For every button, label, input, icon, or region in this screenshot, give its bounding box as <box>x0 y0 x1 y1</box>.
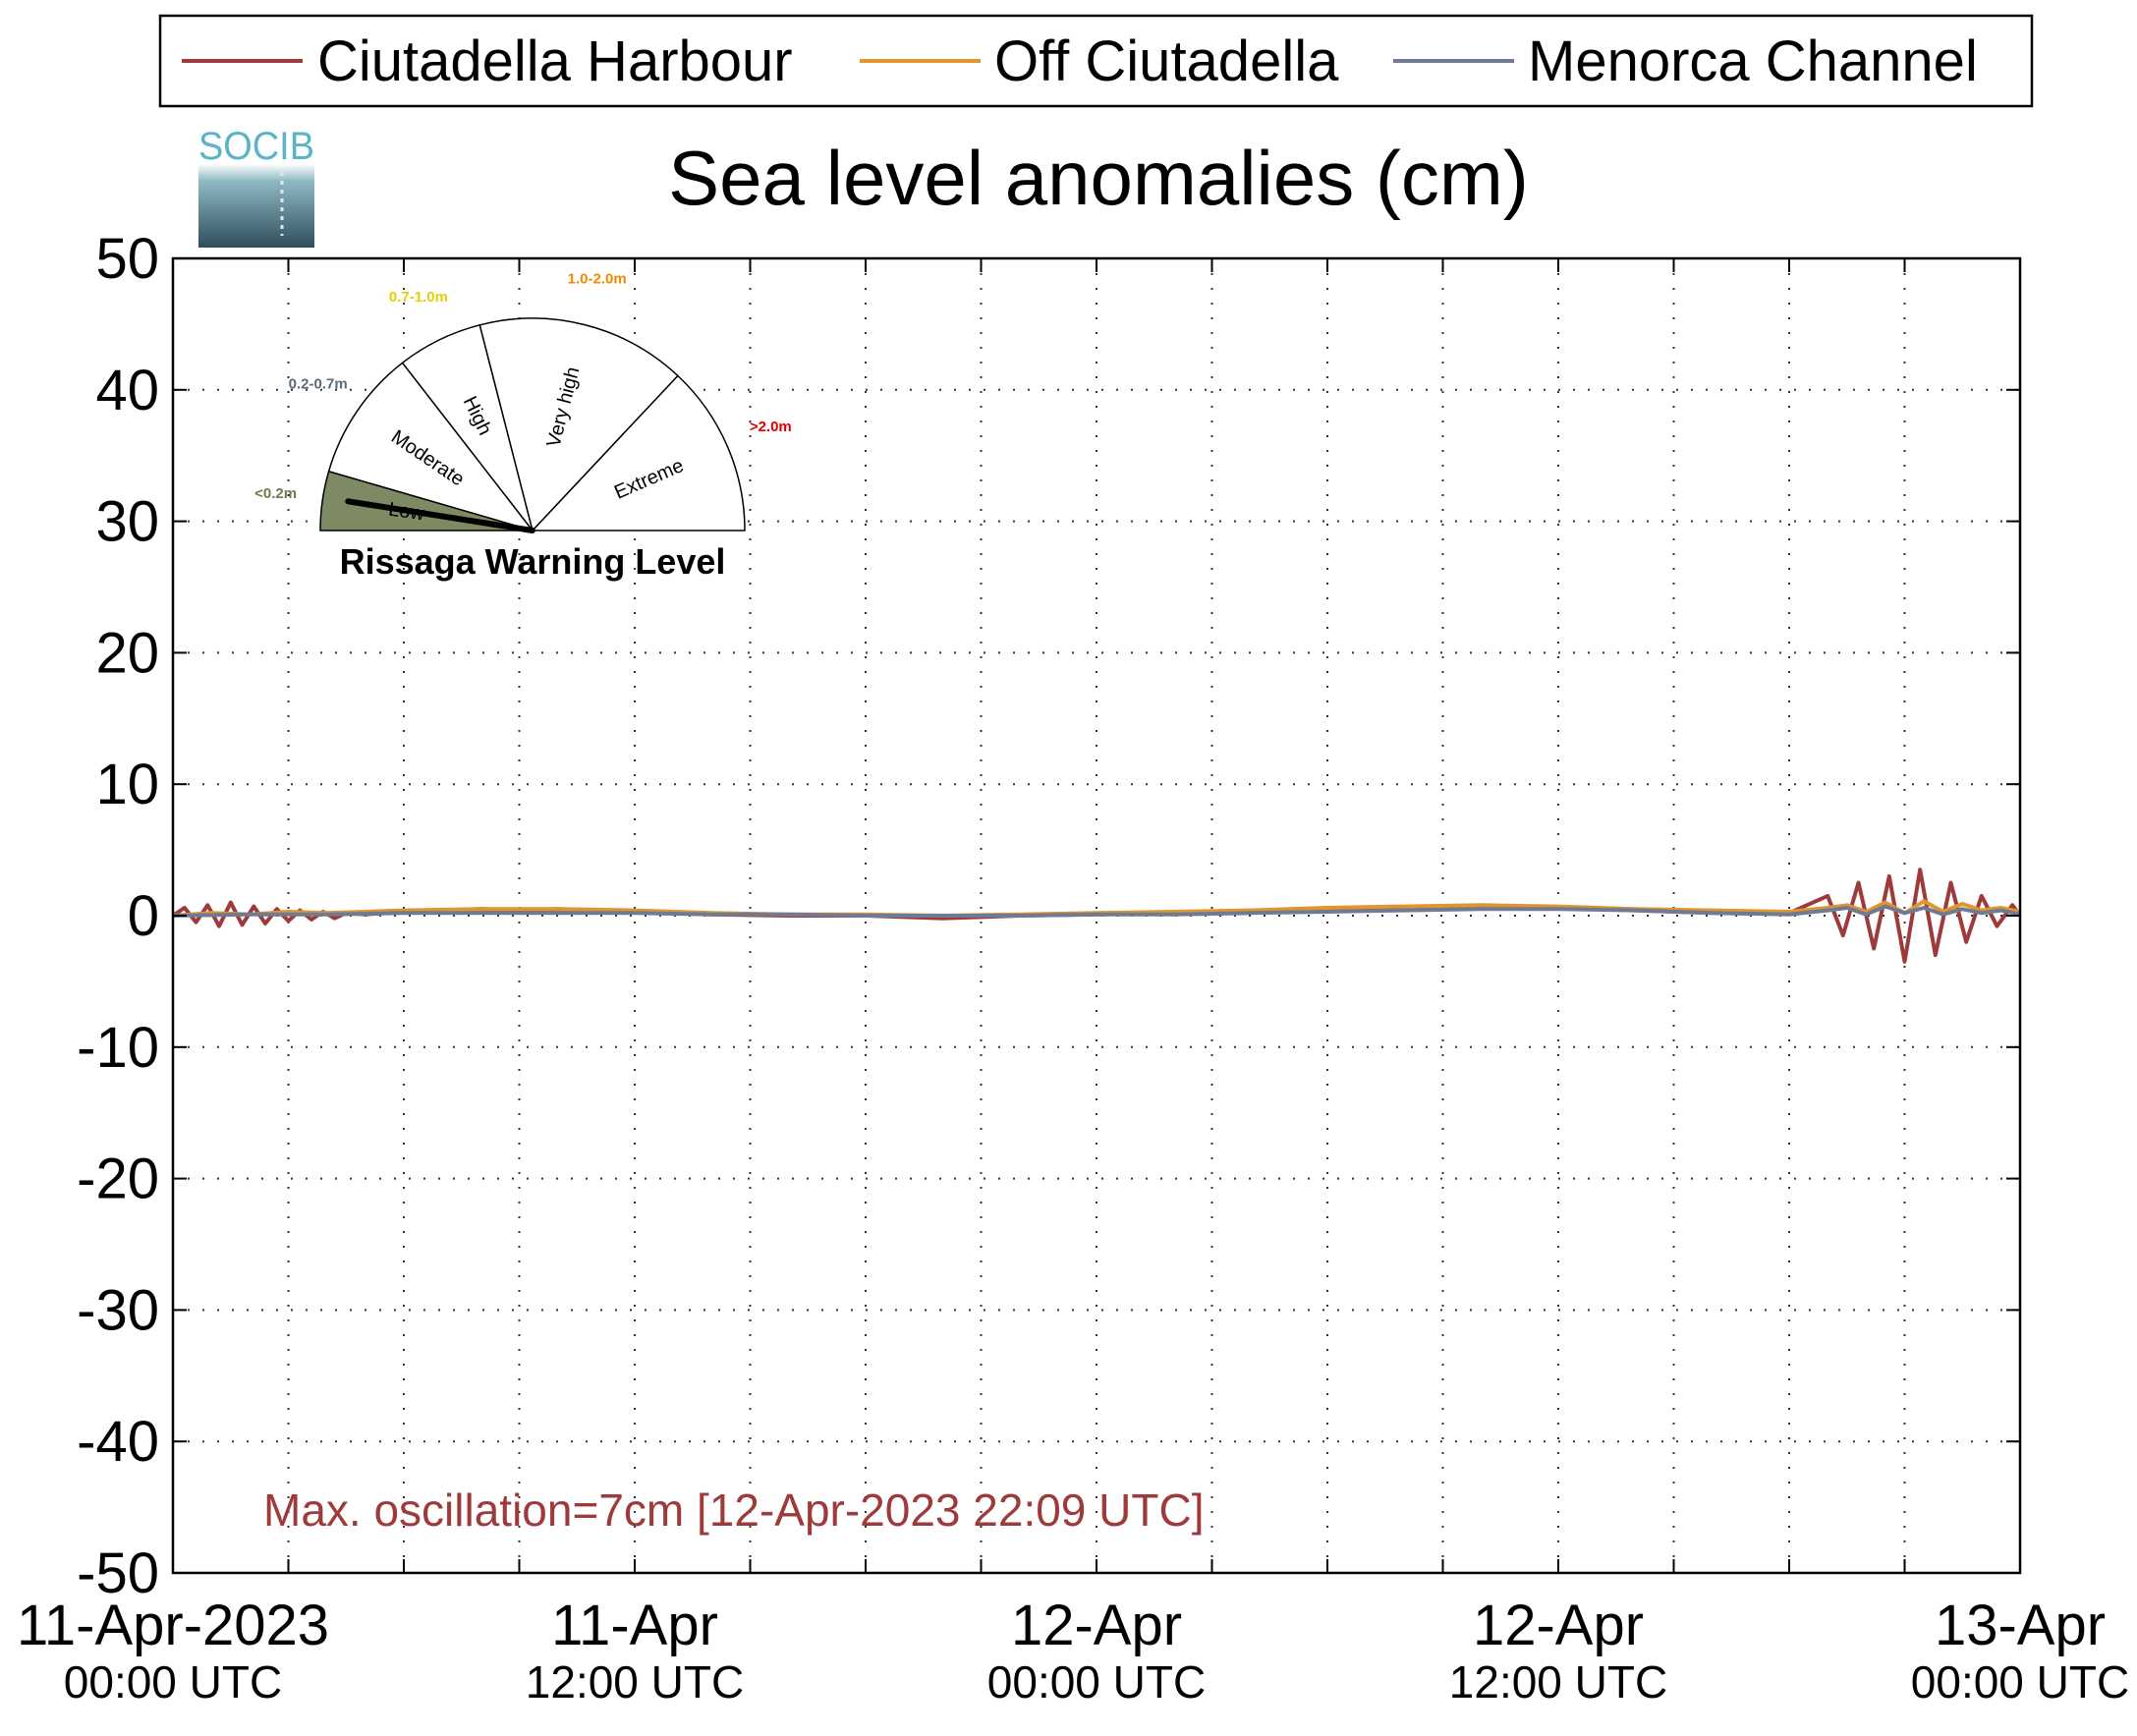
x-tick-label-date: 12-Apr <box>1473 1594 1644 1657</box>
legend-box <box>158 14 2034 108</box>
y-tick-label: 10 <box>95 753 159 816</box>
chart-title: Sea level anomalies (cm) <box>668 135 1529 221</box>
x-tick-label-date: 12-Apr <box>1011 1594 1182 1657</box>
x-tick-label-time: 12:00 UTC <box>526 1656 744 1708</box>
x-tick-label-date: 11-Apr <box>551 1594 718 1657</box>
max-oscillation-annotation: Max. oscillation=7cm [12-Apr-2023 22:09 … <box>263 1484 1205 1536</box>
gauge-segment-moderate <box>327 362 535 532</box>
gauge-range-label: 0.7-1.0m <box>389 289 448 306</box>
gauge-range-label: <0.2m <box>254 485 297 502</box>
axis-ticks: 50403020100-10-20-30-40-5011-Apr-202300:… <box>17 227 2129 1708</box>
y-tick-label: 0 <box>128 884 159 948</box>
legend-label-ciutadella-harbour: Ciutadella Harbour <box>317 29 793 93</box>
gauge-segment-very-high <box>478 317 679 532</box>
x-tick-label-time: 12:00 UTC <box>1449 1656 1667 1708</box>
x-tick-label-time: 00:00 UTC <box>987 1656 1206 1708</box>
y-tick-label: -10 <box>77 1016 159 1080</box>
socib-logo: SOCIB <box>198 125 314 248</box>
x-tick-label-date: 13-Apr <box>1935 1594 2106 1657</box>
y-tick-label: -40 <box>77 1410 159 1474</box>
x-tick-label-date: 11-Apr-2023 <box>17 1594 329 1657</box>
logo-water-block <box>198 164 314 248</box>
gauge-needle <box>345 498 535 533</box>
series-lines <box>173 868 2020 964</box>
gauge-range-label: 1.0-2.0m <box>568 270 627 287</box>
gauge-range-label: 0.2-0.7m <box>289 376 348 393</box>
y-tick-label: -50 <box>77 1541 159 1605</box>
gauge-range-label: >2.0m <box>750 419 792 435</box>
y-tick-label: 20 <box>95 621 159 685</box>
gauge-title: Rissaga Warning Level <box>340 541 726 582</box>
rissaga-warning-gauge: LowModerateHighVery highExtreme<0.2m0.2-… <box>254 270 792 582</box>
x-tick-label-time: 00:00 UTC <box>64 1656 282 1708</box>
series-line-menorca-channel <box>173 904 2020 918</box>
y-tick-label: 50 <box>95 227 159 291</box>
logo-text: SOCIB <box>198 125 314 168</box>
x-tick-label-time: 00:00 UTC <box>1911 1656 2129 1708</box>
y-tick-label: 40 <box>95 359 159 422</box>
legend: Ciutadella Harbour Off Ciutadella Menorc… <box>158 14 2034 108</box>
y-tick-label: -20 <box>77 1148 159 1211</box>
y-tick-label: 30 <box>95 490 159 554</box>
legend-label-menorca-channel: Menorca Channel <box>1528 29 1978 93</box>
gauge-segment-extreme <box>531 374 746 532</box>
legend-label-off-ciutadella: Off Ciutadella <box>994 29 1339 93</box>
y-tick-label: -30 <box>77 1278 159 1342</box>
